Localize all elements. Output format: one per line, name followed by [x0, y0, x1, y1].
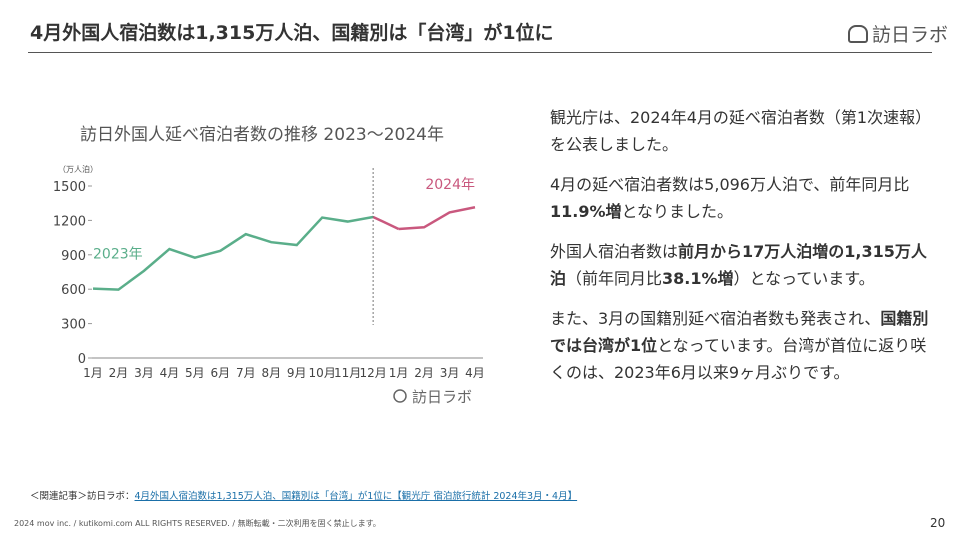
copyright: 2024 mov inc. / kutikomi.com ALL RIGHTS … [14, 519, 381, 528]
series-line [92, 215, 374, 291]
chart-logo: 訪日ラボ [412, 388, 472, 406]
series-line [398, 205, 476, 231]
x-tick-label: 5月 [185, 366, 205, 380]
x-tick-label: 2月 [109, 366, 129, 380]
x-tick-label: 2月 [414, 366, 434, 380]
bold-text: 前月から17万人泊増の1,315万人泊 [550, 242, 927, 288]
text: 観光庁は、2024年4月の延べ宿泊者数（第1次速報）を公表しました。 [550, 108, 924, 154]
logo-text: 訪日ラボ [872, 24, 949, 46]
chart-title: 訪日外国人延べ宿泊者数の推移 2023〜2024年 [80, 125, 444, 145]
logo: 訪日ラボ [848, 20, 948, 47]
logo-icon [848, 25, 868, 43]
y-axis-label: （万人泊） [58, 164, 98, 174]
text: ）となっています。 [733, 269, 875, 288]
text: 外国人宿泊者数は [550, 242, 679, 261]
text: （前年同月比 [566, 269, 663, 288]
x-tick-label: 4月 [160, 366, 180, 380]
text: また、3月の国籍別延べ宿泊者数も発表され、 [550, 309, 881, 328]
page-number: 20 [930, 516, 946, 530]
series-label: 2023年 [93, 247, 143, 263]
x-tick-label: 7月 [236, 366, 256, 380]
x-tick-label: 11月 [334, 366, 361, 380]
paragraph: また、3月の国籍別延べ宿泊者数も発表され、国籍別では台湾が1位となっています。台… [550, 305, 930, 386]
y-tick-label: 900 [61, 249, 86, 264]
x-tick-label: 8月 [261, 366, 281, 380]
bold-text: 38.1%増 [662, 269, 734, 288]
title-rule [28, 52, 932, 53]
related-label: ＜関連記事＞訪日ラボ： [30, 491, 135, 502]
x-tick-label: 3月 [134, 366, 154, 380]
y-tick-label: 0 [78, 352, 86, 367]
x-tick-label: 4月 [465, 366, 485, 380]
bold-text: 国籍別では台湾が1位 [550, 309, 929, 355]
x-tick-label: 1月 [83, 366, 103, 380]
text: となりました。 [621, 202, 734, 221]
x-tick-label: 1月 [389, 366, 409, 380]
series-label: 2024年 [425, 177, 475, 193]
related-article: ＜関連記事＞訪日ラボ：4月外国人宿泊数は1,315万人泊、国籍別は「台湾」が1位… [30, 488, 577, 502]
bold-text: 11.9%増 [550, 202, 622, 221]
paragraph: 4月の延べ宿泊者数は5,096万人泊で、前年同月比 11.9%増となりました。 [550, 171, 930, 225]
y-tick-label: 1200 [53, 214, 86, 229]
paragraph: 外国人宿泊者数は前月から17万人泊増の1,315万人泊（前年同月比38.1%増）… [550, 238, 930, 292]
connector [372, 215, 400, 231]
paragraph: 観光庁は、2024年4月の延べ宿泊者数（第1次速報）を公表しました。 [550, 104, 930, 158]
x-tick-label: 3月 [440, 366, 460, 380]
x-tick-label: 10月 [309, 366, 336, 380]
slide-title: 4月外国人宿泊数は1,315万人泊、国籍別は「台湾」が1位に [30, 22, 554, 44]
y-tick-label: 600 [61, 283, 86, 298]
y-tick-label: 300 [61, 318, 86, 333]
chart-logo-icon [393, 389, 407, 403]
x-tick-label: 6月 [211, 366, 231, 380]
body-text: 観光庁は、2024年4月の延べ宿泊者数（第1次速報）を公表しました。 4月の延べ宿… [550, 104, 930, 399]
text: となっています。台湾が首位に返り咲くのは、2023年6月以来9ヶ月ぶりです。 [550, 336, 927, 382]
text: 4月の延べ宿泊者数は5,096万人泊で、前年同月比 [550, 175, 910, 194]
x-tick-label: 9月 [287, 366, 307, 380]
related-link[interactable]: 4月外国人宿泊数は1,315万人泊、国籍別は「台湾」が1位に【観光庁 宿泊旅行統… [134, 491, 578, 502]
y-tick-label: 1500 [53, 180, 86, 195]
x-tick-label: 12月 [359, 366, 386, 380]
